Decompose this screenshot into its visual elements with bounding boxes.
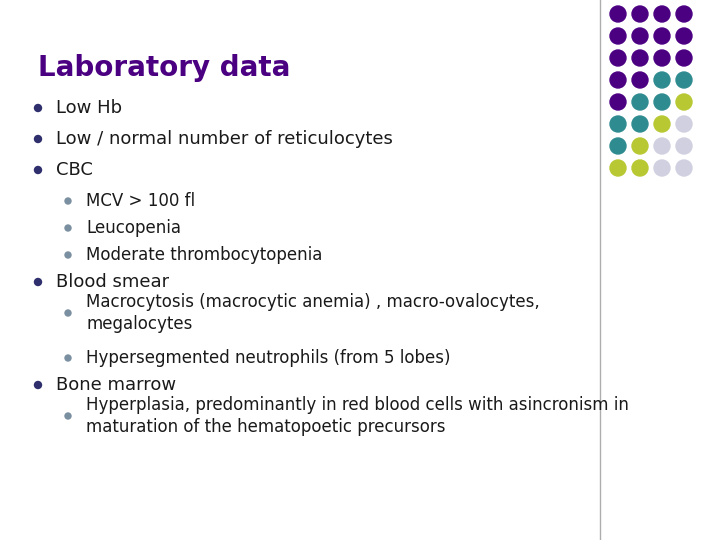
Circle shape [610, 94, 626, 110]
Circle shape [632, 116, 648, 132]
Circle shape [35, 279, 42, 286]
Circle shape [676, 28, 692, 44]
Text: MCV > 100 fl: MCV > 100 fl [86, 192, 195, 210]
Circle shape [654, 138, 670, 154]
Circle shape [654, 6, 670, 22]
Circle shape [654, 116, 670, 132]
Circle shape [676, 94, 692, 110]
Circle shape [676, 138, 692, 154]
Text: Bone marrow: Bone marrow [56, 376, 176, 394]
Circle shape [654, 72, 670, 88]
Circle shape [632, 160, 648, 176]
Circle shape [654, 160, 670, 176]
Circle shape [610, 72, 626, 88]
Circle shape [654, 28, 670, 44]
Circle shape [65, 252, 71, 258]
Circle shape [632, 50, 648, 66]
Text: Laboratory data: Laboratory data [38, 54, 290, 82]
Circle shape [65, 225, 71, 231]
Circle shape [65, 310, 71, 316]
Circle shape [65, 355, 71, 361]
Circle shape [676, 50, 692, 66]
Circle shape [632, 28, 648, 44]
Circle shape [35, 381, 42, 388]
Text: Macrocytosis (macrocytic anemia) , macro-ovalocytes,
megalocytes: Macrocytosis (macrocytic anemia) , macro… [86, 293, 540, 333]
Circle shape [610, 160, 626, 176]
Text: Blood smear: Blood smear [56, 273, 169, 291]
Circle shape [676, 6, 692, 22]
Text: Low / normal number of reticulocytes: Low / normal number of reticulocytes [56, 130, 393, 148]
Circle shape [610, 50, 626, 66]
Circle shape [35, 166, 42, 173]
Text: CBC: CBC [56, 161, 93, 179]
Circle shape [610, 116, 626, 132]
Circle shape [632, 72, 648, 88]
Circle shape [676, 160, 692, 176]
Text: Moderate thrombocytopenia: Moderate thrombocytopenia [86, 246, 323, 264]
Circle shape [65, 198, 71, 204]
Circle shape [632, 138, 648, 154]
Circle shape [654, 94, 670, 110]
Circle shape [35, 105, 42, 111]
Circle shape [610, 6, 626, 22]
Text: Hyperplasia, predominantly in red blood cells with asincronism in
maturation of : Hyperplasia, predominantly in red blood … [86, 396, 629, 436]
Circle shape [654, 50, 670, 66]
Circle shape [35, 136, 42, 143]
Text: Low Hb: Low Hb [56, 99, 122, 117]
Text: Leucopenia: Leucopenia [86, 219, 181, 237]
Text: Hypersegmented neutrophils (from 5 lobes): Hypersegmented neutrophils (from 5 lobes… [86, 349, 451, 367]
Circle shape [65, 413, 71, 419]
Circle shape [610, 28, 626, 44]
Circle shape [632, 6, 648, 22]
Circle shape [610, 138, 626, 154]
Circle shape [632, 94, 648, 110]
Circle shape [676, 116, 692, 132]
Circle shape [676, 72, 692, 88]
